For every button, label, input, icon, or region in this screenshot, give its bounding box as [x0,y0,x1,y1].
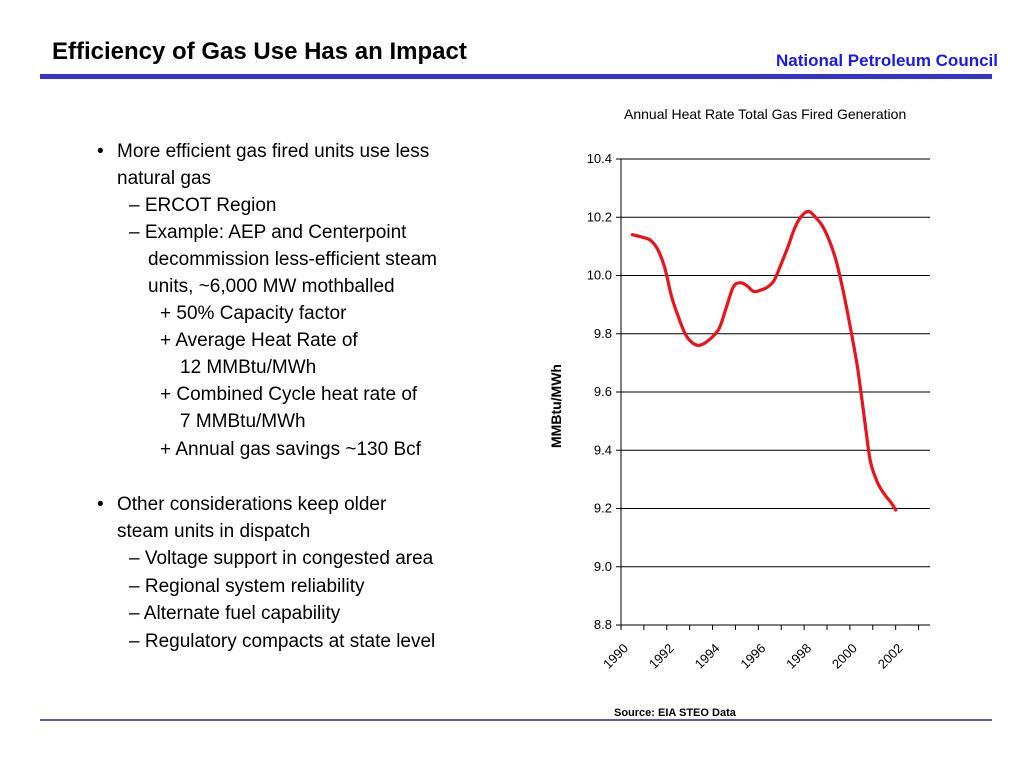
bullet-line: – Example: AEP and Centerpoint [129,222,407,243]
bullet-line: 12 MMBtu/MWh [180,357,317,378]
bullet-line: + Combined Cycle heat rate of [160,384,418,405]
x-tick-label: 2002 [875,641,906,672]
bullet-line: units, ~6,000 MW mothballed [148,276,395,297]
chart-title: Annual Heat Rate Total Gas Fired Generat… [624,106,907,122]
y-tick-label: 9.6 [594,384,612,399]
bullet-marker: • [97,494,104,515]
y-tick-label: 10.4 [587,151,612,166]
bullet-line: decommission less-efficient steam [148,249,437,270]
series-line [630,209,898,512]
bullet-line: – Regulatory compacts at state level [129,631,436,652]
bullet-line: + Annual gas savings ~130 Bcf [160,439,421,460]
y-tick-label: 10.2 [587,209,612,224]
bullet-marker: • [97,141,104,162]
bullet-line: – Alternate fuel capability [129,603,341,624]
title-divider [40,74,992,79]
bullet-line: – Regional system reliability [129,576,365,597]
slide-title: Efficiency of Gas Use Has an Impact [52,38,467,65]
x-tick-label: 1994 [692,641,723,672]
org-name: National Petroleum Council [776,51,998,70]
x-tick-label: 1990 [600,641,631,672]
source-note: Source: EIA STEO Data [614,707,736,719]
x-tick-label: 2000 [829,641,860,672]
bullet-line: More efficient gas fired units use less [117,141,430,162]
y-tick-label: 9.4 [594,442,612,457]
y-tick-label: 9.0 [594,559,612,574]
y-tick-label: 9.2 [594,501,612,516]
heat-rate-chart: 8.8 9.0 9.2 9.4 9.6 9.8 10.0 10.2 10.4 1990 1992 19… [548,151,930,672]
x-tick-label: 1992 [646,641,677,672]
y-tick-label: 8.8 [594,617,612,632]
bullet-line: – Voltage support in congested area [129,548,434,569]
bullet-line: – ERCOT Region [129,195,277,216]
bullet-line: + Average Heat Rate of [160,330,358,351]
bullet-line: Other considerations keep older [117,494,387,515]
bullet-line: 7 MMBtu/MWh [180,411,306,432]
footer-divider [40,719,992,721]
x-tick-label: 1998 [783,641,814,672]
y-tick-label: 10.0 [587,268,612,283]
y-tick-label: 9.8 [594,326,612,341]
bullet-list: • More efficient gas fired units use less… [0,0,520,700]
bullet-line: steam units in dispatch [117,521,311,542]
x-tick-label: 1996 [737,641,768,672]
y-axis-label: MMBtu/MWh [548,364,564,448]
bullet-line: natural gas [117,168,212,189]
bullet-line: + 50% Capacity factor [160,303,347,324]
